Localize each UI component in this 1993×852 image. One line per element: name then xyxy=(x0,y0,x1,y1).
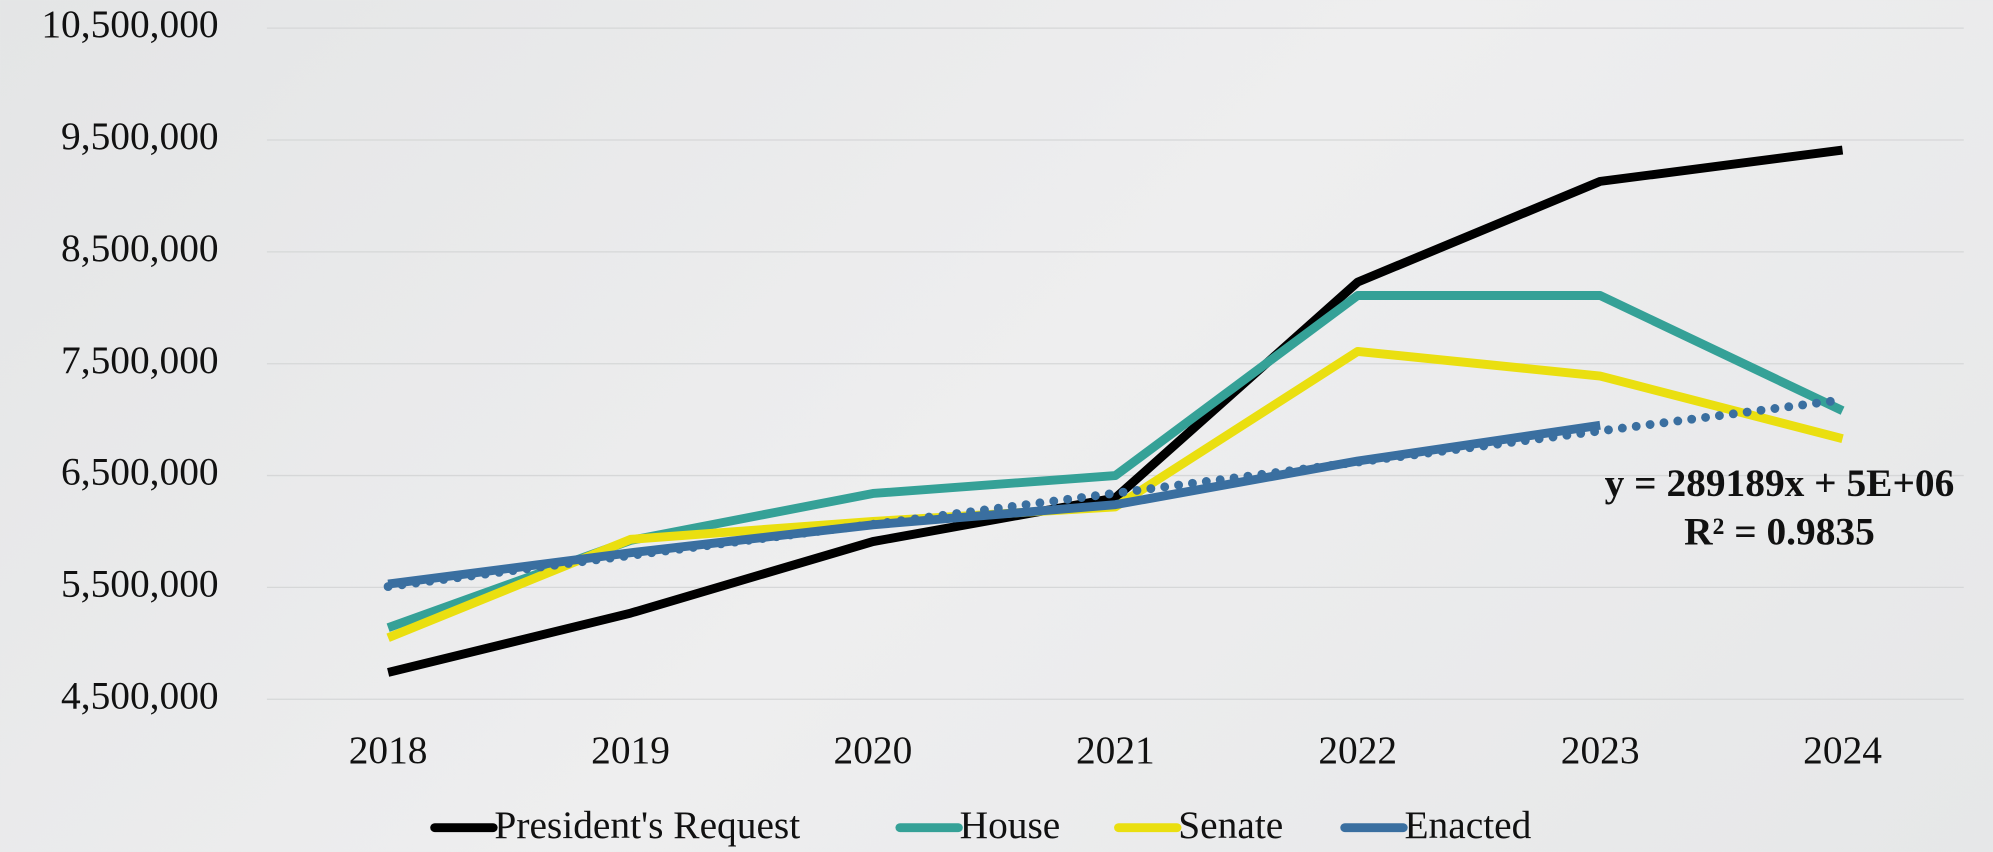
y-tick-label: 8,500,000 xyxy=(61,226,219,270)
legend-label: Enacted xyxy=(1405,803,1532,847)
x-tick-label: 2019 xyxy=(591,728,670,772)
x-tick-label: 2022 xyxy=(1318,728,1397,772)
legend-label: Senate xyxy=(1178,803,1283,847)
y-tick-label: 7,500,000 xyxy=(61,338,219,382)
y-tick-label: 6,500,000 xyxy=(61,450,219,494)
x-tick-label: 2023 xyxy=(1561,728,1640,772)
legend-label: President's Request xyxy=(494,803,800,847)
y-tick-label: 9,500,000 xyxy=(61,114,219,158)
x-tick-label: 2018 xyxy=(349,728,428,772)
x-tick-label: 2021 xyxy=(1076,728,1155,772)
x-tick-label: 2020 xyxy=(834,728,913,772)
y-tick-label: 4,500,000 xyxy=(61,673,219,717)
y-tick-label: 5,500,000 xyxy=(61,561,219,605)
trendline-equation: y = 289189x + 5E+06 xyxy=(1605,461,1955,505)
series-line xyxy=(387,145,1844,677)
x-tick-label: 2024 xyxy=(1803,728,1882,772)
y-tick-label: 10,500,000 xyxy=(41,2,218,46)
trendline-r2: R² = 0.9835 xyxy=(1684,509,1875,553)
legend-label: House xyxy=(960,803,1061,847)
